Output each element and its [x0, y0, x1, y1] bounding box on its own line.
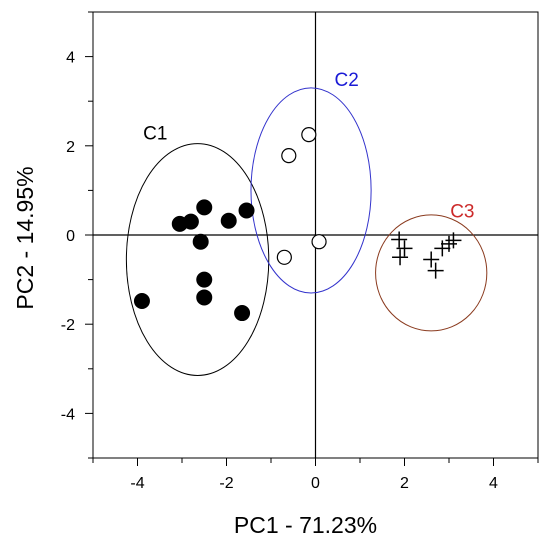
y-axis-title: PC2 - 14.95%: [12, 166, 38, 309]
data-point-filled: [133, 293, 150, 310]
x-axis-title: PC1 - 71.23%: [234, 512, 377, 538]
data-point-filled: [196, 289, 213, 306]
data-point-plus: [441, 235, 457, 252]
y-tick-label: -2: [61, 317, 75, 334]
x-tick-label: 0: [311, 475, 320, 492]
data-point-plus: [427, 262, 444, 279]
data-point-filled: [238, 202, 255, 219]
y-tick-label: 0: [66, 228, 75, 245]
cluster-label-c1: C1: [143, 123, 167, 144]
y-tick-label: 2: [66, 139, 75, 156]
data-point-filled: [196, 271, 213, 288]
y-tick-label: -4: [61, 406, 75, 423]
data-point-filled: [182, 213, 199, 230]
data-point-filled: [220, 212, 237, 229]
data-point-plus: [396, 240, 413, 257]
data-point-plus: [392, 249, 409, 266]
data-point-plus: [423, 251, 440, 268]
x-tick-label: -4: [130, 475, 144, 492]
data-point-open: [311, 234, 327, 250]
x-tick-label: -2: [219, 475, 233, 492]
data-point-filled: [234, 305, 251, 322]
data-point-plus: [445, 232, 462, 249]
data-point-open: [276, 249, 292, 265]
x-tick-label: 4: [489, 475, 498, 492]
y-tick-label: 4: [66, 50, 75, 67]
cluster-ellipse-c3: [375, 214, 488, 332]
cluster-ellipse-c1: [125, 143, 270, 376]
cluster-label-c2: C2: [335, 70, 359, 91]
data-point-plus: [391, 231, 408, 248]
data-point-filled: [196, 199, 213, 216]
cluster-label-c3: C3: [450, 201, 474, 222]
data-point-open: [301, 127, 317, 143]
x-tick-label: 2: [400, 475, 409, 492]
data-point-filled: [192, 233, 209, 250]
data-point-plus: [434, 240, 451, 257]
cluster-ellipse-c2: [250, 87, 372, 294]
data-point-open: [281, 148, 297, 164]
